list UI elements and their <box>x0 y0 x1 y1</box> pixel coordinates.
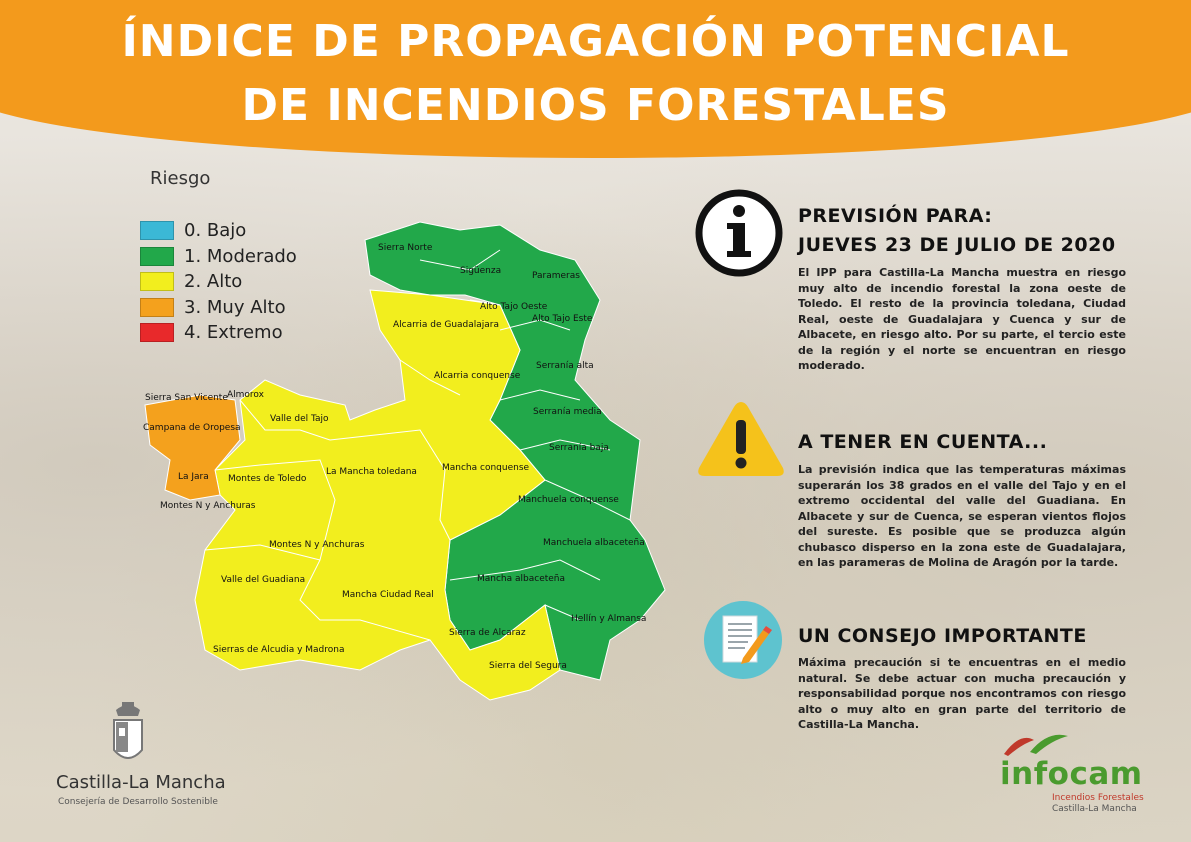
map-label: La Mancha toledana <box>326 467 417 477</box>
map-label: Hellín y Almansa <box>571 614 646 624</box>
map-label: Alto Tajo Este <box>532 314 593 324</box>
forecast-text: El IPP para Castilla-La Mancha muestra e… <box>798 266 1126 372</box>
map-label: Valle del Guadiana <box>221 575 305 585</box>
legend-item: 3. Muy Alto <box>140 295 297 321</box>
legend-item: 2. Alto <box>140 269 297 295</box>
legend-item: 1. Moderado <box>140 244 297 270</box>
map-label: Montes N y Anchuras <box>269 540 365 550</box>
legend-item: 0. Bajo <box>140 218 297 244</box>
map-label: Serranía baja <box>549 443 609 453</box>
infocam-region: Castilla-La Mancha <box>1052 804 1137 814</box>
legend-swatch <box>140 221 174 241</box>
advice-title: UN CONSEJO IMPORTANTE <box>798 625 1087 647</box>
legend-label: 4. Extremo <box>184 322 283 344</box>
map-label: Manchuela albaceteña <box>543 538 645 548</box>
legend-label: 2. Alto <box>184 271 243 293</box>
map-label: Sierra de Alcaraz <box>449 628 526 638</box>
clm-department: Consejería de Desarrollo Sostenible <box>58 797 218 807</box>
map-label: Mancha albaceteña <box>477 574 565 584</box>
map-label: Montes de Toledo <box>228 474 307 484</box>
clm-crest-icon <box>54 700 204 776</box>
legend-swatch <box>140 323 174 343</box>
legend-title: Riesgo <box>150 168 211 189</box>
map-zone-alto <box>194 289 561 701</box>
map-label: Valle del Tajo <box>270 414 329 424</box>
map-label: Serranía media <box>533 407 602 417</box>
legend-swatch <box>140 297 174 317</box>
risk-map: Sierra Norte Sigüenza Parameras Alto Taj… <box>120 210 680 730</box>
map-label: Serranía alta <box>536 361 594 371</box>
risk-map-svg: Sierra Norte Sigüenza Parameras Alto Taj… <box>143 221 666 701</box>
map-label: Parameras <box>532 271 580 281</box>
page-title-line2: DE INCENDIOS FORESTALES <box>241 80 950 131</box>
info-icon <box>693 187 785 283</box>
map-label: Alcarria de Guadalajara <box>393 320 499 330</box>
map-label: Montes N y Anchuras <box>160 501 256 511</box>
map-label: Alto Tajo Oeste <box>480 302 548 312</box>
map-zone-muy-alto <box>144 394 241 501</box>
map-label: Mancha Ciudad Real <box>342 590 434 600</box>
map-label: Sierra San Vicente <box>145 393 228 403</box>
legend-item: 4. Extremo <box>140 320 297 346</box>
infocam-logo-text: infocam <box>1000 756 1143 792</box>
advice-text: Máxima precaución si te encuentras en el… <box>798 656 1126 731</box>
map-label: Sierras de Alcudia y Madrona <box>213 645 344 655</box>
legend: 0. Bajo 1. Moderado 2. Alto 3. Muy Alto … <box>140 218 297 346</box>
map-borders <box>204 249 631 641</box>
map-label: Sierra del Segura <box>489 661 567 671</box>
warning-icon <box>695 396 787 486</box>
document-pencil-icon <box>703 600 783 684</box>
infocam-subtitle: Incendios Forestales <box>1052 793 1144 803</box>
clm-name: Castilla-La Mancha <box>56 772 226 793</box>
legend-label: 3. Muy Alto <box>184 296 286 318</box>
map-label: Alcarria conquense <box>434 371 521 381</box>
forecast-date: JUEVES 23 DE JULIO DE 2020 <box>798 234 1116 256</box>
map-label: Sierra Norte <box>378 243 433 253</box>
notice-title: A TENER EN CUENTA... <box>798 431 1048 453</box>
page-title-line1: ÍNDICE DE PROPAGACIÓN POTENCIAL <box>121 16 1070 67</box>
map-label: Sigüenza <box>460 266 501 276</box>
legend-swatch <box>140 246 174 266</box>
legend-swatch <box>140 272 174 292</box>
map-label: Mancha conquense <box>442 463 530 473</box>
notice-text: La previsión indica que las temperaturas… <box>798 463 1126 569</box>
legend-label: 1. Moderado <box>184 245 297 267</box>
header-banner <box>0 0 1191 158</box>
map-label: Campana de Oropesa <box>143 423 241 433</box>
map-label: Almorox <box>227 390 265 400</box>
map-label: Manchuela conquense <box>518 495 619 505</box>
map-label: La Jara <box>178 472 209 482</box>
legend-label: 0. Bajo <box>184 220 247 242</box>
forecast-title: PREVISIÓN PARA: <box>798 205 993 227</box>
infocam-leaf-icon <box>1000 730 1070 762</box>
